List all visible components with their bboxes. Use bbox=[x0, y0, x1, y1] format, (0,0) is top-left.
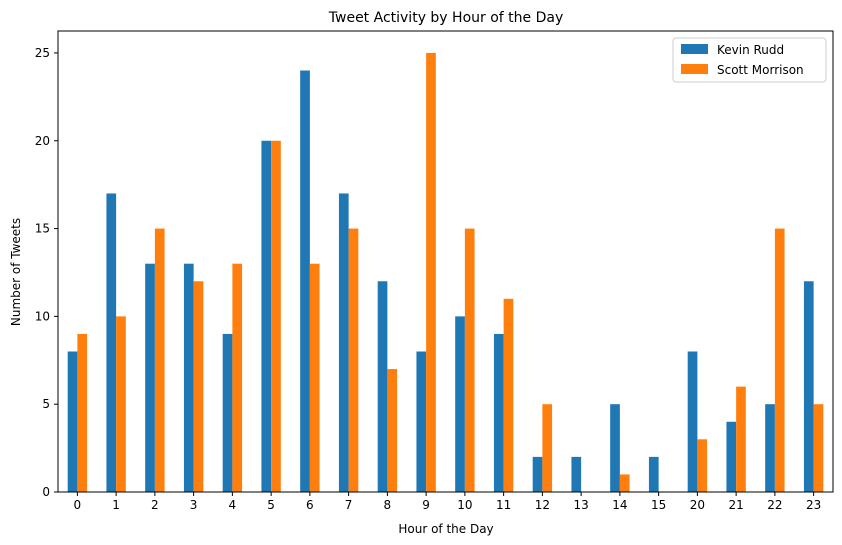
x-tick-label: 9 bbox=[422, 498, 430, 512]
legend-box bbox=[672, 37, 827, 83]
bar-scott-morrison-11 bbox=[503, 298, 514, 492]
bar-kevin-rudd-0 bbox=[67, 351, 78, 492]
bar-kevin-rudd-12 bbox=[532, 456, 543, 492]
y-tick-label: 0 bbox=[42, 485, 50, 499]
bar-kevin-rudd-20 bbox=[687, 351, 698, 492]
bar-scott-morrison-10 bbox=[464, 228, 475, 492]
bar-kevin-rudd-9 bbox=[416, 351, 427, 492]
bar-scott-morrison-1 bbox=[116, 316, 126, 492]
x-tick-label: 10 bbox=[457, 498, 472, 512]
x-tick-label: 21 bbox=[728, 498, 743, 512]
bar-scott-morrison-8 bbox=[387, 369, 398, 492]
bar-scott-morrison-9 bbox=[426, 52, 436, 492]
bar-scott-morrison-2 bbox=[154, 228, 165, 492]
bar-kevin-rudd-3 bbox=[183, 263, 194, 492]
x-tick-label: 15 bbox=[651, 498, 666, 512]
x-tick-label: 14 bbox=[612, 498, 627, 512]
x-tick-label: 23 bbox=[806, 498, 821, 512]
bar-kevin-rudd-1 bbox=[106, 193, 117, 492]
bar-kevin-rudd-2 bbox=[145, 263, 155, 492]
bar-scott-morrison-0 bbox=[77, 333, 88, 492]
bar-scott-morrison-14 bbox=[619, 474, 630, 492]
y-tick-label: 25 bbox=[35, 46, 50, 60]
bar-kevin-rudd-4 bbox=[222, 333, 233, 492]
bar-kevin-rudd-8 bbox=[377, 281, 388, 492]
bar-scott-morrison-4 bbox=[232, 263, 243, 492]
bar-kevin-rudd-15 bbox=[648, 456, 659, 492]
bar-kevin-rudd-14 bbox=[610, 404, 620, 492]
x-tick-label: 5 bbox=[267, 498, 275, 512]
bar-kevin-rudd-11 bbox=[493, 333, 504, 492]
x-tick-label: 11 bbox=[496, 498, 511, 512]
bar-kevin-rudd-5 bbox=[261, 140, 272, 492]
x-tick-label: 13 bbox=[573, 498, 588, 512]
plot-frame bbox=[57, 30, 834, 493]
x-tick-label: 22 bbox=[767, 498, 782, 512]
x-tick-label: 20 bbox=[690, 498, 705, 512]
y-tick-label: 10 bbox=[35, 309, 50, 323]
y-tick-label: 5 bbox=[42, 397, 50, 411]
bar-scott-morrison-21 bbox=[736, 386, 746, 492]
x-tick-label: 6 bbox=[306, 498, 314, 512]
bar-scott-morrison-5 bbox=[271, 140, 281, 492]
x-tick-label: 4 bbox=[229, 498, 237, 512]
y-tick-label: 20 bbox=[35, 134, 50, 148]
chart-title: Tweet Activity by Hour of the Day bbox=[328, 10, 563, 26]
bar-scott-morrison-3 bbox=[193, 281, 204, 492]
x-tick-label: 3 bbox=[190, 498, 198, 512]
bar-kevin-rudd-21 bbox=[726, 421, 737, 492]
legend-swatch-kevin-rudd bbox=[681, 44, 708, 54]
bar-kevin-rudd-6 bbox=[300, 70, 310, 492]
y-tick-label: 15 bbox=[35, 222, 50, 236]
bar-scott-morrison-20 bbox=[697, 439, 708, 492]
legend: Kevin Rudd Scott Morrison bbox=[672, 37, 827, 83]
bar-scott-morrison-22 bbox=[774, 228, 785, 492]
legend-label-kevin-rudd: Kevin Rudd bbox=[717, 43, 784, 57]
x-tick-label: 8 bbox=[384, 498, 392, 512]
bar-kevin-rudd-7 bbox=[338, 193, 349, 492]
y-axis-label: Number of Tweets bbox=[9, 218, 23, 326]
x-tick-label: 1 bbox=[112, 498, 120, 512]
bar-scott-morrison-23 bbox=[813, 404, 824, 492]
x-tick-label: 0 bbox=[74, 498, 82, 512]
x-tick-label: 12 bbox=[535, 498, 550, 512]
bar-scott-morrison-7 bbox=[348, 228, 359, 492]
bar-kevin-rudd-23 bbox=[803, 281, 814, 492]
bar-kevin-rudd-22 bbox=[765, 404, 775, 492]
x-axis-label: Hour of the Day bbox=[398, 522, 493, 536]
legend-label-scott-morrison: Scott Morrison bbox=[717, 63, 804, 77]
bar-kevin-rudd-10 bbox=[455, 316, 465, 492]
bar-scott-morrison-6 bbox=[309, 263, 320, 492]
bar-kevin-rudd-13 bbox=[571, 456, 582, 492]
x-tick-label: 7 bbox=[345, 498, 353, 512]
bar-scott-morrison-12 bbox=[542, 404, 553, 492]
x-tick-label: 2 bbox=[151, 498, 159, 512]
legend-swatch-scott-morrison bbox=[681, 64, 708, 74]
